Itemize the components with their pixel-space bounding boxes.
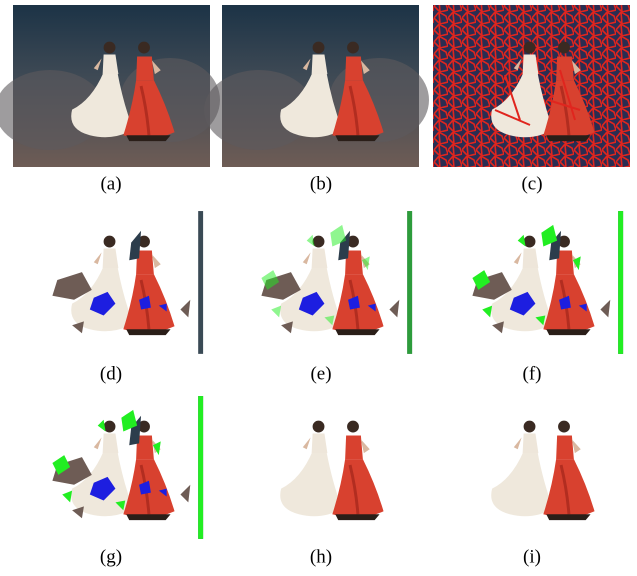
panel-f (472, 211, 623, 354)
panel-i (491, 421, 594, 520)
panel-d (52, 211, 203, 354)
caption: (h) (310, 546, 332, 567)
panel-g (52, 396, 203, 539)
panel-a (0, 5, 220, 167)
caption: (a) (100, 173, 121, 194)
caption: (b) (310, 173, 332, 194)
panel-b (204, 5, 429, 167)
panel-c (433, 5, 630, 167)
caption: (d) (100, 363, 122, 384)
panel-h (280, 421, 383, 520)
caption: (g) (100, 546, 122, 567)
caption: (f) (523, 363, 542, 384)
caption: (i) (523, 546, 541, 567)
caption: (e) (310, 363, 331, 384)
caption: (c) (521, 173, 542, 194)
panel-e (261, 211, 412, 354)
figure: (a) (b) (c) (d) (e) (f) (g) (h) (i) (0, 0, 637, 576)
